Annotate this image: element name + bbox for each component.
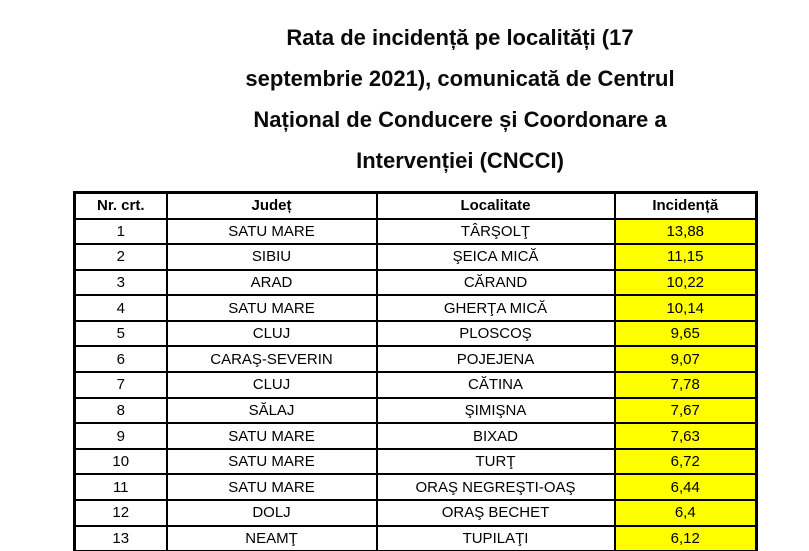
cell-nr-crt: 4 [73, 294, 168, 322]
table-row: 10 SATU MARE TURŢ 6,72 [73, 447, 758, 476]
cell-incidenta: 9,07 [613, 345, 758, 374]
cell-nr-crt: 10 [73, 447, 168, 476]
title-line-2: septembrie 2021), comunicată de Centrul [245, 66, 675, 91]
cell-incidenta: 7,78 [613, 371, 758, 399]
cell-incidenta: 9,65 [613, 319, 758, 348]
table-row: 13 NEAMŢ TUPILAŢI 6,12 [73, 524, 758, 551]
incidence-table-body: 1 SATU MARE TÂRŞOLŢ 13,88 2 SIBIU ŞEICA … [73, 217, 758, 551]
cell-nr-crt: 3 [73, 268, 168, 297]
table-row: 12 DOLJ ORAŞ BECHET 6,4 [73, 499, 758, 527]
cell-incidenta: 6,44 [613, 473, 758, 502]
cell-incidenta: 7,67 [613, 396, 758, 425]
col-header-nr-crt: Nr. crt. [73, 191, 168, 220]
cell-localitate: BIXAD [375, 422, 616, 450]
cell-judet: DOLJ [165, 499, 378, 527]
cell-nr-crt: 2 [73, 243, 168, 271]
table-row: 1 SATU MARE TÂRŞOLŢ 13,88 [73, 217, 758, 246]
cell-judet: SIBIU [165, 243, 378, 271]
cell-nr-crt: 6 [73, 345, 168, 374]
cell-judet: CARAŞ-SEVERIN [165, 345, 378, 374]
cell-nr-crt: 1 [73, 217, 168, 246]
cell-incidenta: 13,88 [613, 217, 758, 246]
incidence-table: Nr. crt. Județ Localitate Incidență 1 SA… [73, 191, 758, 551]
cell-nr-crt: 9 [73, 422, 168, 450]
cell-localitate: CĂTINA [375, 371, 616, 399]
cell-nr-crt: 5 [73, 319, 168, 348]
cell-incidenta: 10,22 [613, 268, 758, 297]
cell-localitate: CĂRAND [375, 268, 616, 297]
table-row: 9 SATU MARE BIXAD 7,63 [73, 422, 758, 450]
cell-judet: ARAD [165, 268, 378, 297]
cell-incidenta: 10,14 [613, 294, 758, 322]
col-header-localitate: Localitate [375, 191, 616, 220]
table-row: 11 SATU MARE ORAŞ NEGREŞTI-OAŞ 6,44 [73, 473, 758, 502]
cell-judet: CLUJ [165, 319, 378, 348]
table-row: 8 SĂLAJ ŞIMIŞNA 7,67 [73, 396, 758, 425]
table-row: 7 CLUJ CĂTINA 7,78 [73, 371, 758, 399]
cell-nr-crt: 13 [73, 524, 168, 551]
cell-judet: NEAMŢ [165, 524, 378, 551]
cell-localitate: PLOSCOŞ [375, 319, 616, 348]
cell-nr-crt: 11 [73, 473, 168, 502]
table-row: 2 SIBIU ŞEICA MICĂ 11,15 [73, 243, 758, 271]
title-line-1: Rata de incidență pe localități (17 [286, 25, 634, 50]
table-row: 3 ARAD CĂRAND 10,22 [73, 268, 758, 297]
cell-judet: CLUJ [165, 371, 378, 399]
incidence-table-header: Nr. crt. Județ Localitate Incidență [73, 191, 758, 220]
cell-localitate: GHERŢA MICĂ [375, 294, 616, 322]
table-row: 4 SATU MARE GHERŢA MICĂ 10,14 [73, 294, 758, 322]
cell-localitate: TÂRŞOLŢ [375, 217, 616, 246]
title-line-3: Național de Conducere și Coordonare a [253, 107, 667, 132]
cell-judet: SATU MARE [165, 473, 378, 502]
table-row: 5 CLUJ PLOSCOŞ 9,65 [73, 319, 758, 348]
title-line-4: Intervenției (CNCCI) [356, 148, 564, 173]
page-title: Rata de incidență pe localități (17 sept… [110, 17, 809, 181]
col-header-judet: Județ [165, 191, 378, 220]
cell-localitate: ORAŞ BECHET [375, 499, 616, 527]
cell-incidenta: 11,15 [613, 243, 758, 271]
cell-localitate: POJEJENA [375, 345, 616, 374]
cell-localitate: ŞEICA MICĂ [375, 243, 616, 271]
cell-judet: SATU MARE [165, 294, 378, 322]
table-row: 6 CARAŞ-SEVERIN POJEJENA 9,07 [73, 345, 758, 374]
cell-judet: SĂLAJ [165, 396, 378, 425]
cell-incidenta: 6,12 [613, 524, 758, 551]
cell-localitate: TUPILAŢI [375, 524, 616, 551]
cell-judet: SATU MARE [165, 422, 378, 450]
cell-nr-crt: 12 [73, 499, 168, 527]
cell-localitate: ORAŞ NEGREŞTI-OAŞ [375, 473, 616, 502]
cell-incidenta: 6,4 [613, 499, 758, 527]
cell-nr-crt: 8 [73, 396, 168, 425]
col-header-incidenta: Incidență [613, 191, 758, 220]
cell-localitate: ŞIMIŞNA [375, 396, 616, 425]
cell-incidenta: 7,63 [613, 422, 758, 450]
cell-nr-crt: 7 [73, 371, 168, 399]
cell-judet: SATU MARE [165, 447, 378, 476]
cell-incidenta: 6,72 [613, 447, 758, 476]
cell-judet: SATU MARE [165, 217, 378, 246]
cell-localitate: TURŢ [375, 447, 616, 476]
header-row: Nr. crt. Județ Localitate Incidență [73, 191, 758, 220]
